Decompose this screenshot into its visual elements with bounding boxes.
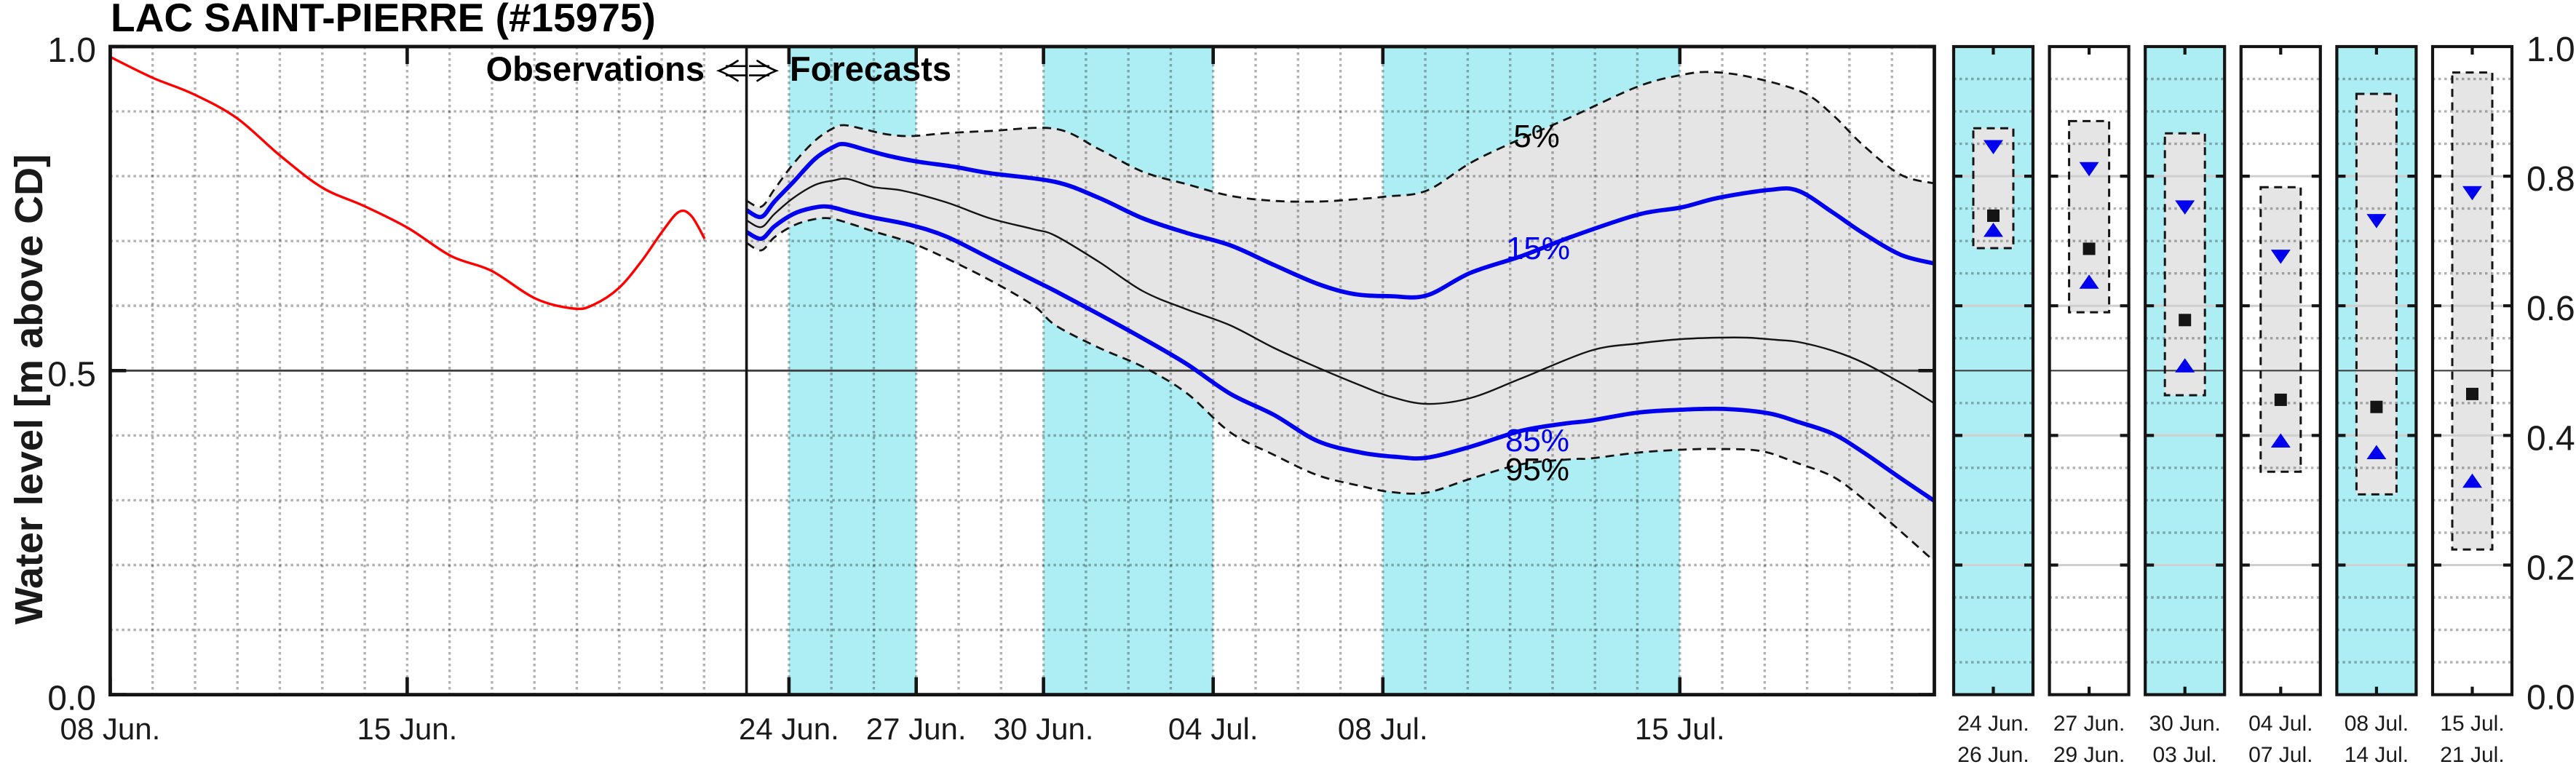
svg-text:15 Jul.: 15 Jul.	[2440, 712, 2504, 736]
svg-text:95%: 95%	[1505, 452, 1569, 488]
svg-text:21 Jul.: 21 Jul.	[2440, 743, 2504, 767]
svg-text:27 Jun.: 27 Jun.	[866, 712, 967, 746]
svg-text:08 Jun.: 08 Jun.	[60, 712, 161, 746]
svg-text:30 Jun.: 30 Jun.	[994, 712, 1094, 746]
svg-text:0.6: 0.6	[2527, 290, 2575, 328]
svg-text:30 Jun.: 30 Jun.	[2149, 712, 2220, 736]
svg-text:24 Jun.: 24 Jun.	[739, 712, 839, 746]
svg-text:0.0: 0.0	[2527, 679, 2575, 718]
svg-text:27 Jun.: 27 Jun.	[2053, 712, 2125, 736]
svg-text:0.0: 0.0	[47, 680, 96, 718]
svg-text:1.0: 1.0	[47, 31, 96, 70]
svg-text:07 Jul.: 07 Jul.	[2248, 743, 2313, 767]
svg-text:Forecasts: Forecasts	[790, 49, 951, 88]
svg-text:LAC SAINT-PIERRE (#15975): LAC SAINT-PIERRE (#15975)	[111, 0, 656, 40]
svg-text:04 Jul.: 04 Jul.	[1168, 712, 1259, 746]
svg-text:Water level [m above CD]: Water level [m above CD]	[7, 154, 51, 624]
svg-text:15 Jul.: 15 Jul.	[1635, 712, 1725, 746]
svg-text:24 Jun.: 24 Jun.	[1957, 712, 2029, 736]
svg-text:26 Jun.: 26 Jun.	[1957, 743, 2029, 767]
svg-text:08 Jul.: 08 Jul.	[2345, 712, 2409, 736]
svg-text:15 Jun.: 15 Jun.	[357, 712, 458, 746]
svg-text:0.4: 0.4	[2527, 419, 2575, 458]
svg-text:08 Jul.: 08 Jul.	[1338, 712, 1428, 746]
svg-text:14 Jul.: 14 Jul.	[2345, 743, 2409, 767]
svg-text:29 Jun.: 29 Jun.	[2053, 743, 2125, 767]
svg-text:5%: 5%	[1513, 119, 1560, 154]
svg-text:0.5: 0.5	[47, 355, 96, 394]
svg-text:1.0: 1.0	[2527, 31, 2575, 69]
svg-text:Observations: Observations	[486, 49, 705, 88]
svg-text:0.8: 0.8	[2527, 160, 2575, 199]
svg-text:04 Jul.: 04 Jul.	[2248, 712, 2313, 736]
svg-text:0.2: 0.2	[2527, 549, 2575, 588]
svg-text:15%: 15%	[1506, 231, 1570, 266]
svg-text:85%: 85%	[1505, 423, 1569, 458]
svg-text:03 Jul.: 03 Jul.	[2153, 743, 2217, 767]
